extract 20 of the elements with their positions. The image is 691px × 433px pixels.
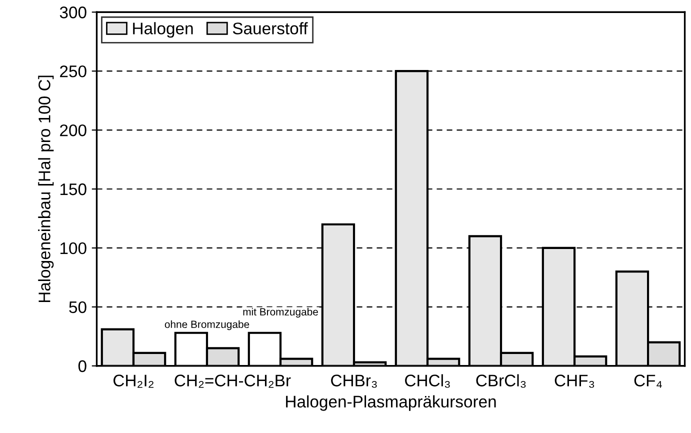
y-tick-label: 300 — [60, 6, 86, 18]
y-tick-label: 50 — [69, 301, 86, 314]
y-tick-label: 150 — [60, 183, 86, 196]
y-tick-label: 250 — [60, 65, 86, 78]
x-tick-label: CF₄ — [634, 374, 662, 388]
y-axis-title: Halogeneinbau [Hal pro 100 C] — [38, 76, 54, 302]
legend-label: Sauerstoff — [232, 22, 308, 34]
legend-label: Halogen — [133, 22, 193, 38]
x-tick-label: CH₂I₂ — [114, 374, 154, 388]
x-tick-label: CHF₃ — [554, 374, 594, 388]
x-axis-title: Halogen-Plasmapräkursoren — [286, 395, 496, 411]
annotation: ohne Bromzugabe — [164, 320, 250, 330]
y-tick-label: 200 — [60, 124, 86, 136]
y-tick-label: 100 — [60, 242, 86, 254]
x-tick-label: CHBr₃ — [331, 374, 377, 388]
x-tick-label: CBrCl₃ — [476, 374, 526, 388]
x-tick-label: CHCl₃ — [405, 374, 450, 388]
x-tick-label: CH₂=CH-CH₂Br — [174, 374, 291, 388]
annotation: mit Bromzugabe — [243, 308, 318, 318]
y-tick-label: 0 — [78, 360, 86, 372]
